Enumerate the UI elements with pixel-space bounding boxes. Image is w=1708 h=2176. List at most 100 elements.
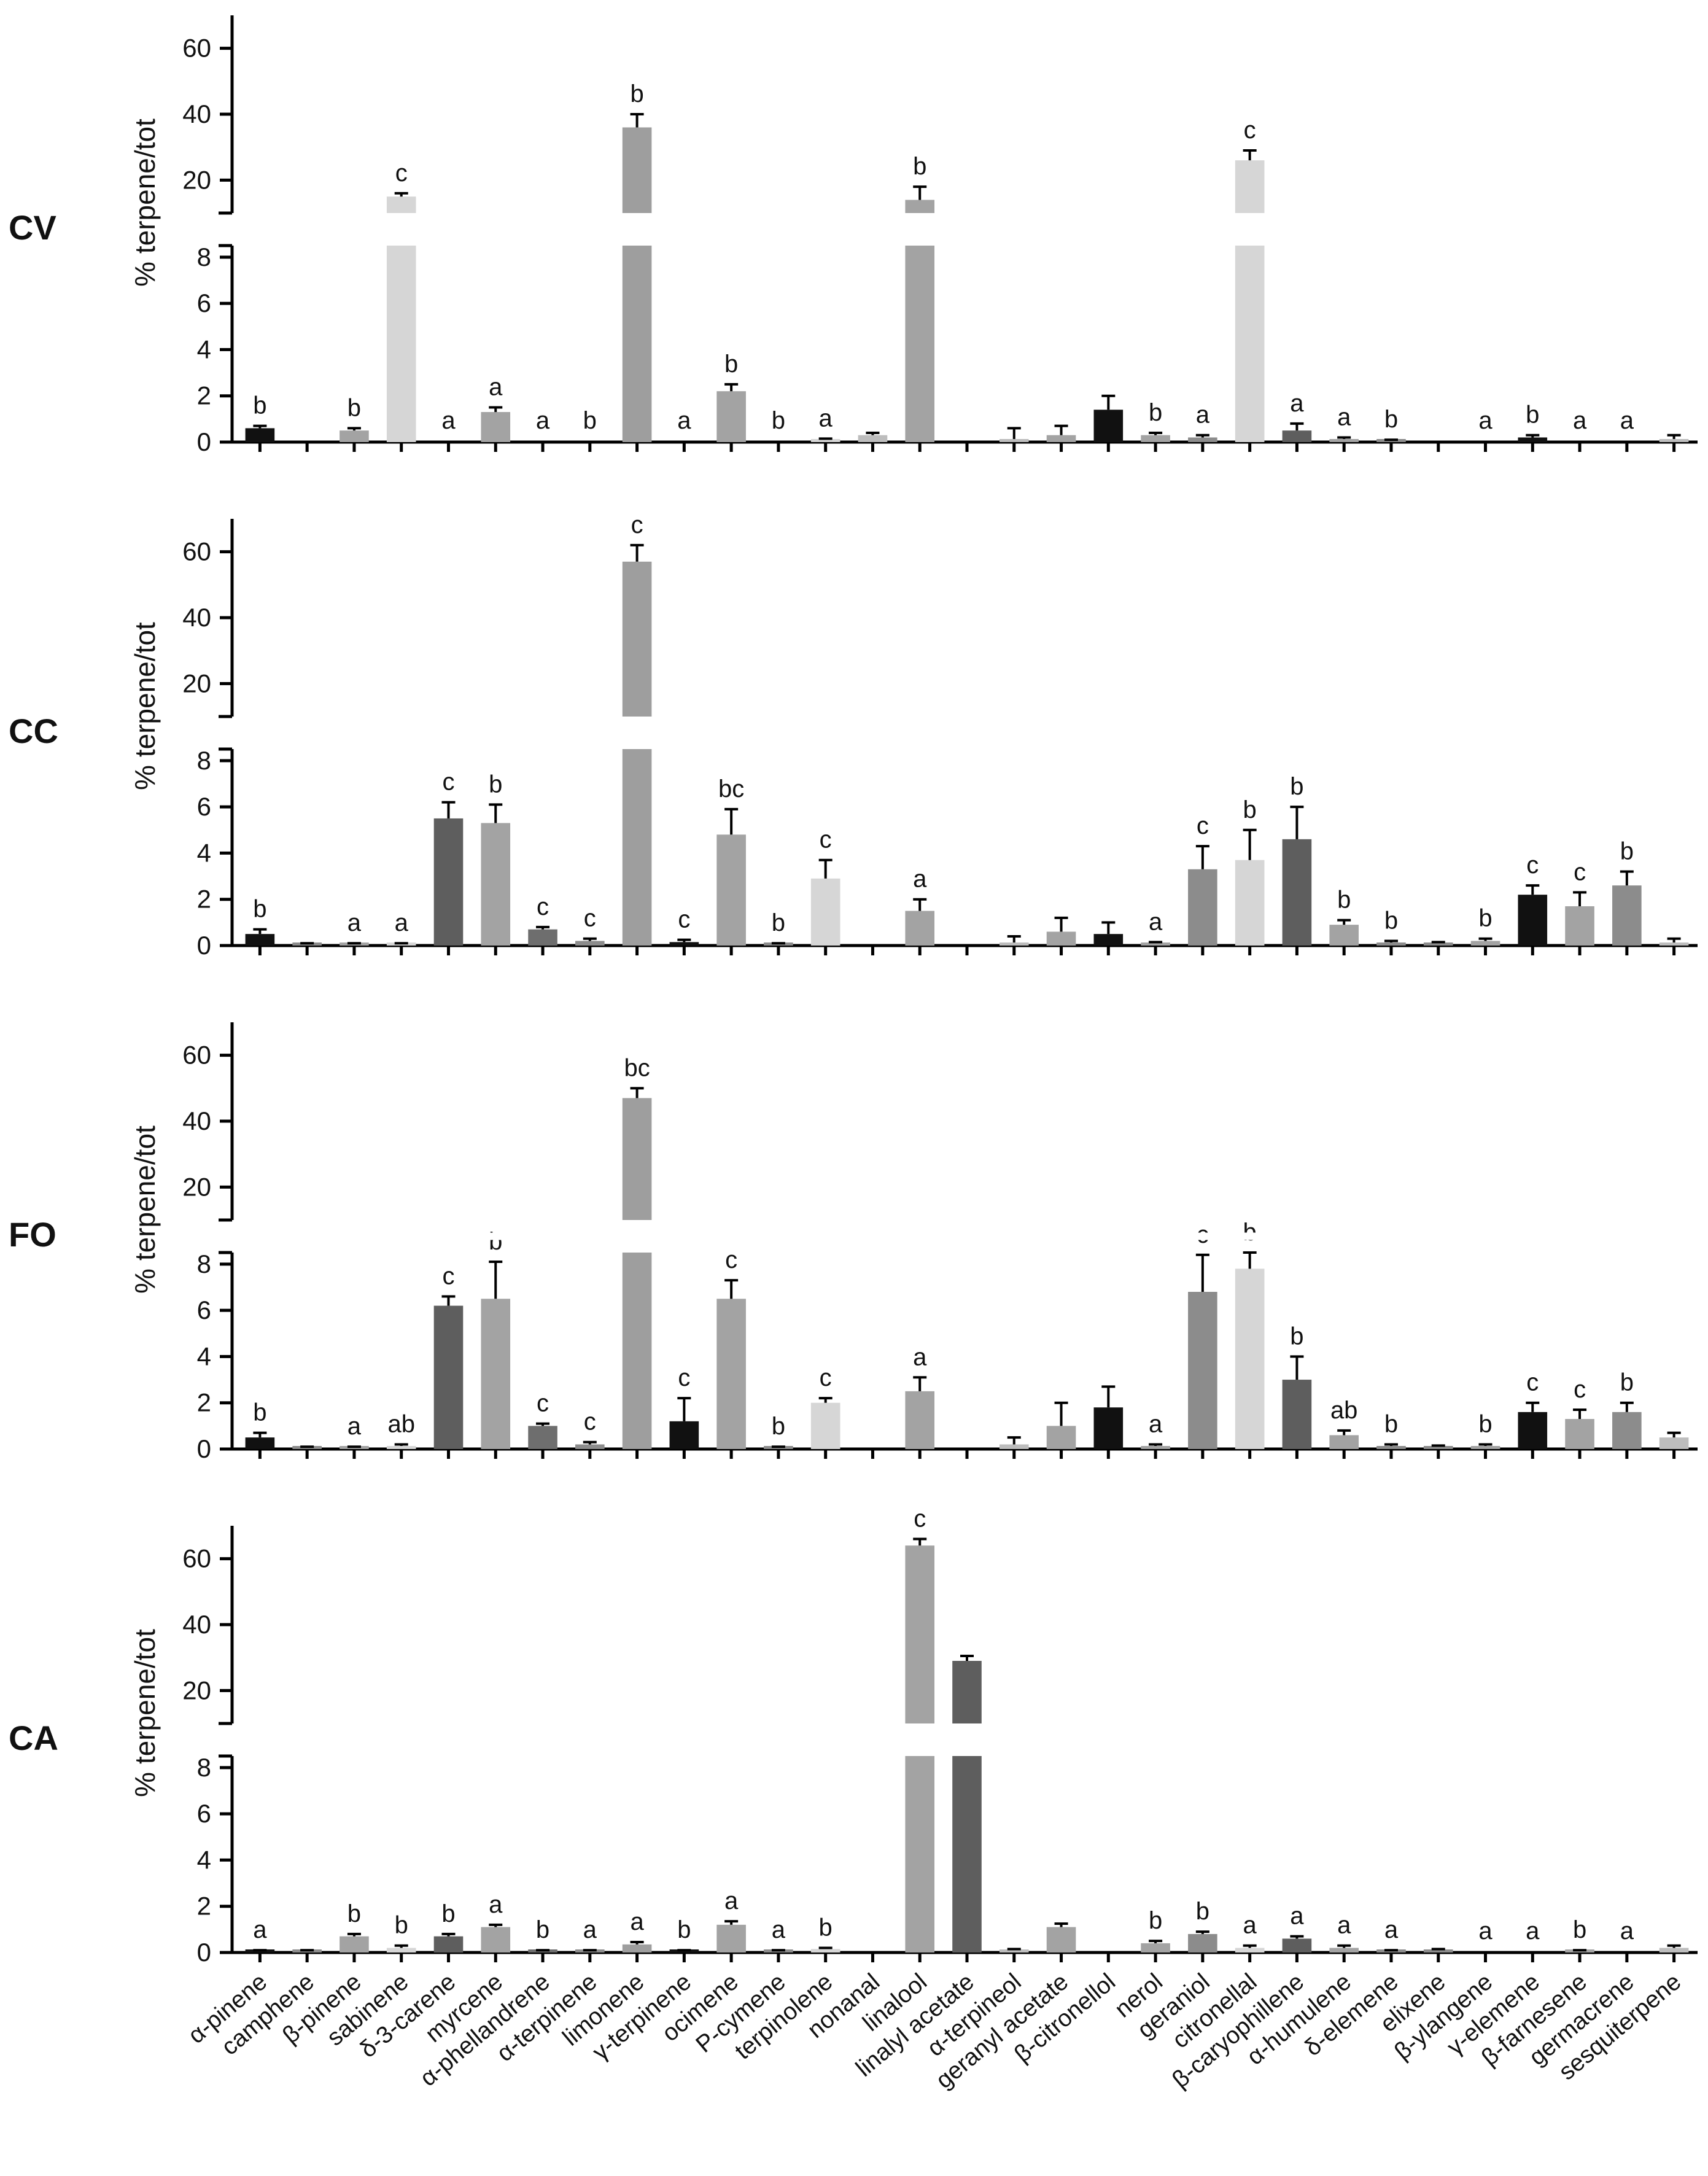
- significance-label: c: [1574, 858, 1586, 885]
- bar: [622, 1944, 652, 1953]
- bar: [622, 1253, 652, 1449]
- bar: [1565, 1419, 1594, 1449]
- bar: [810, 439, 840, 442]
- bar: [1518, 895, 1548, 946]
- bar: [433, 818, 464, 946]
- panel-label-fo: FO: [9, 1215, 56, 1254]
- bar: [1235, 1269, 1265, 1449]
- significance-label: a: [395, 909, 409, 936]
- bar: [1141, 1943, 1170, 1953]
- significance-label: c: [820, 826, 832, 853]
- bar: [1612, 885, 1642, 946]
- significance-label: c: [1526, 1369, 1539, 1396]
- bar: [1659, 942, 1689, 946]
- significance-label: c: [442, 1263, 454, 1290]
- panel-label-cc: CC: [9, 712, 58, 750]
- significance-label: a: [724, 1887, 739, 1914]
- significance-label: b: [1290, 773, 1303, 800]
- significance-label: b: [347, 1900, 361, 1927]
- y-tick-label: 2: [197, 1892, 211, 1921]
- panel-label-ca: CA: [9, 1719, 58, 1757]
- bar: [905, 1756, 935, 1953]
- significance-label: b: [1384, 1410, 1398, 1437]
- significance-label: b: [1620, 838, 1634, 865]
- y-tick-label: 20: [182, 1172, 211, 1201]
- bar: [1141, 1446, 1170, 1449]
- significance-label: c: [1197, 812, 1209, 839]
- significance-label: b: [630, 80, 643, 107]
- bar: [905, 246, 935, 442]
- significance-label: ab: [387, 1410, 415, 1437]
- y-tick-label: 40: [182, 1610, 211, 1639]
- significance-label: a: [1478, 407, 1493, 434]
- bar: [386, 196, 416, 213]
- significance-label: a: [1573, 407, 1587, 434]
- bar: [810, 1402, 840, 1449]
- bar: [669, 942, 699, 946]
- bar: [905, 200, 935, 213]
- significance-label: a: [677, 407, 691, 434]
- y-tick-label: 20: [182, 1676, 211, 1704]
- bar: [999, 439, 1029, 442]
- significance-label: c: [914, 1505, 926, 1532]
- bar: [952, 1661, 982, 1723]
- significance-label: a: [1196, 402, 1210, 429]
- bar: [1565, 906, 1594, 946]
- significance-label: a: [913, 866, 927, 893]
- bar: [481, 1299, 511, 1449]
- bar: [622, 1098, 652, 1220]
- significance-label: c: [1244, 117, 1256, 144]
- bar: [1188, 437, 1217, 442]
- significance-label: a: [1478, 1918, 1493, 1945]
- significance-label: a: [489, 374, 503, 401]
- bar: [999, 942, 1029, 946]
- significance-label: b: [253, 1399, 266, 1426]
- significance-label: a: [1290, 390, 1304, 417]
- bar: [1423, 1446, 1453, 1449]
- bar: [1423, 942, 1453, 946]
- significance-label: ab: [1330, 1397, 1358, 1424]
- y-tick-label: 6: [197, 289, 211, 317]
- bar: [999, 1444, 1029, 1449]
- bar: [340, 1936, 369, 1953]
- significance-label: b: [772, 1413, 785, 1440]
- y-tick-label: 6: [197, 1799, 211, 1828]
- y-tick-label: 2: [197, 1388, 211, 1417]
- significance-label: a: [1149, 908, 1163, 935]
- bar: [386, 1948, 416, 1953]
- significance-label: c: [537, 893, 549, 920]
- bar: [386, 246, 416, 442]
- bar: [1235, 1948, 1265, 1953]
- y-tick-label: 4: [197, 335, 211, 363]
- y-tick-label: 60: [182, 1041, 211, 1070]
- significance-label: b: [913, 153, 926, 180]
- bar: [622, 561, 652, 717]
- y-tick-label: 8: [197, 1249, 211, 1278]
- bar: [1470, 1446, 1500, 1449]
- bar: [1329, 925, 1359, 946]
- bar: [716, 391, 746, 442]
- bar: [1282, 839, 1312, 946]
- significance-label: b: [1290, 1323, 1303, 1350]
- significance-label: a: [1337, 1912, 1351, 1939]
- significance-label: b: [395, 1912, 408, 1939]
- bar: [622, 127, 652, 213]
- bar: [1329, 1948, 1359, 1953]
- bar: [1470, 941, 1500, 946]
- significance-label: b: [1384, 907, 1398, 934]
- y-tick-label: 8: [197, 243, 211, 271]
- significance-label: a: [1149, 1410, 1163, 1437]
- significance-label: a: [1384, 1916, 1399, 1943]
- bar: [340, 430, 369, 442]
- significance-label: b: [536, 1916, 549, 1943]
- significance-label: c: [537, 1390, 549, 1417]
- significance-label: a: [819, 405, 833, 432]
- y-tick-label: 0: [197, 1938, 211, 1967]
- bar: [810, 1949, 840, 1953]
- bar: [1376, 1446, 1406, 1449]
- bar: [528, 1426, 557, 1449]
- bar: [481, 412, 511, 442]
- panel-label-cv: CV: [9, 208, 56, 247]
- bar: [905, 911, 935, 946]
- significance-label: b: [1243, 796, 1257, 823]
